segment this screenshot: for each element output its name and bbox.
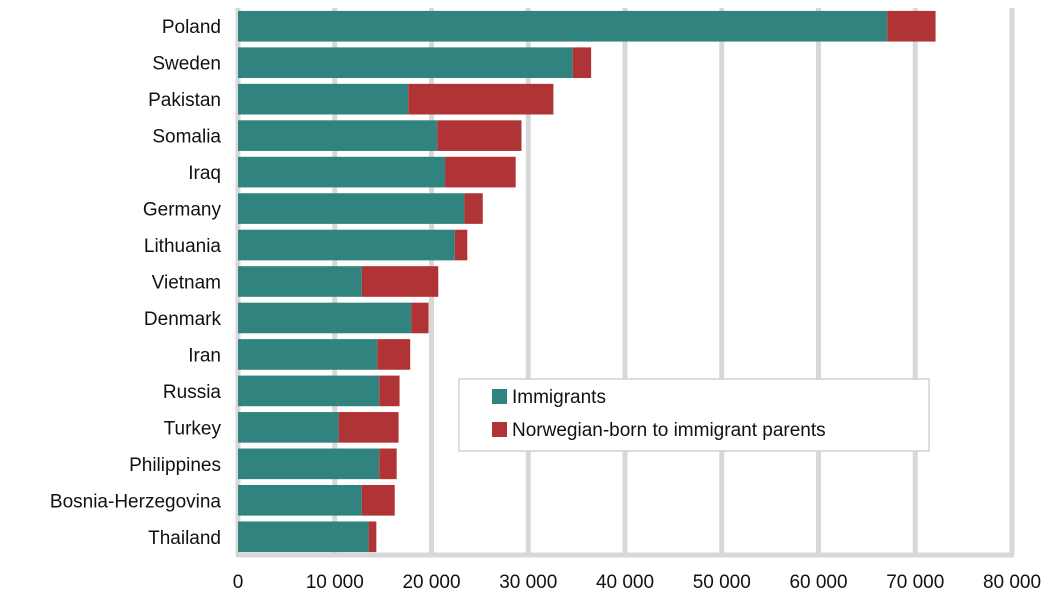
x-tick-label: 80 000 [983,572,1041,593]
legend-swatch-norwegian-born [492,422,507,437]
category-label: Sweden [152,54,221,75]
bar-norwegian-born-thailand [368,521,377,553]
legend-swatch-immigrants [492,389,507,404]
category-label: Russia [163,382,222,403]
bar-norwegian-born-iran [377,339,411,370]
legend-label-immigrants: Immigrants [512,387,606,408]
x-tick-label: 70 000 [886,572,944,593]
category-label: Thailand [148,528,221,549]
bar-norwegian-born-iraq [445,156,516,188]
category-label: Turkey [164,418,222,439]
category-label: Poland [162,17,221,38]
bars [238,10,936,553]
x-tick-label: 30 000 [499,572,557,593]
bar-immigrants-lithuania [238,229,455,261]
category-labels: Poland Sweden Pakistan Somalia Iraq Germany Li… [50,17,222,549]
bar-immigrants-poland [238,10,888,42]
bar-immigrants-vietnam [238,266,362,297]
bar-immigrants-sweden [238,47,573,79]
x-tick-label: 0 [233,572,244,593]
bar-immigrants-pakistan [238,83,409,115]
category-label: Somalia [152,127,221,148]
bar-norwegian-born-bosnia-herzegovina [361,484,395,516]
x-tick-label: 60 000 [789,572,847,593]
bar-norwegian-born-poland [887,10,936,42]
bar-norwegian-born-russia [379,375,400,407]
bar-norwegian-born-philippines [379,448,397,480]
bar-immigrants-iraq [238,156,446,188]
bar-immigrants-thailand [238,521,369,553]
bar-immigrants-somalia [238,120,438,151]
bar-norwegian-born-turkey [338,412,399,443]
bar-norwegian-born-vietnam [361,266,439,297]
x-tick-labels: 0 10 000 20 000 30 000 40 000 50 000 60 000 70 … [233,572,1041,593]
category-label: Germany [143,200,222,221]
legend-label-norwegian-born: Norwegian-born to immigrant parents [512,420,826,441]
bar-norwegian-born-somalia [437,120,522,151]
bar-immigrants-turkey [238,412,339,443]
category-label: Bosnia-Herzegovina [50,491,222,512]
bar-immigrants-denmark [238,302,412,334]
bar-immigrants-bosnia-herzegovina [238,484,362,516]
x-tick-label: 40 000 [596,572,654,593]
x-tick-label: 50 000 [693,572,751,593]
x-tick-label: 20 000 [402,572,460,593]
bar-norwegian-born-germany [464,193,483,224]
bar-immigrants-philippines [238,448,380,480]
bar-immigrants-russia [238,375,380,407]
category-label: Denmark [144,309,222,330]
bar-norwegian-born-pakistan [408,83,554,115]
bar-norwegian-born-denmark [411,302,429,334]
category-label: Pakistan [148,90,221,111]
x-tick-label: 10 000 [306,572,364,593]
bar-norwegian-born-lithuania [454,229,468,261]
category-label: Vietnam [152,273,221,294]
category-label: Iraq [188,163,221,184]
bar-norwegian-born-sweden [572,47,592,79]
legend: Immigrants Norwegian-born to immigrant p… [458,378,930,452]
category-label: Iran [188,345,221,366]
bar-immigrants-iran [238,339,378,370]
category-label: Lithuania [144,236,222,257]
legend-box [458,378,930,452]
category-label: Philippines [129,455,221,476]
bar-immigrants-germany [238,193,465,224]
